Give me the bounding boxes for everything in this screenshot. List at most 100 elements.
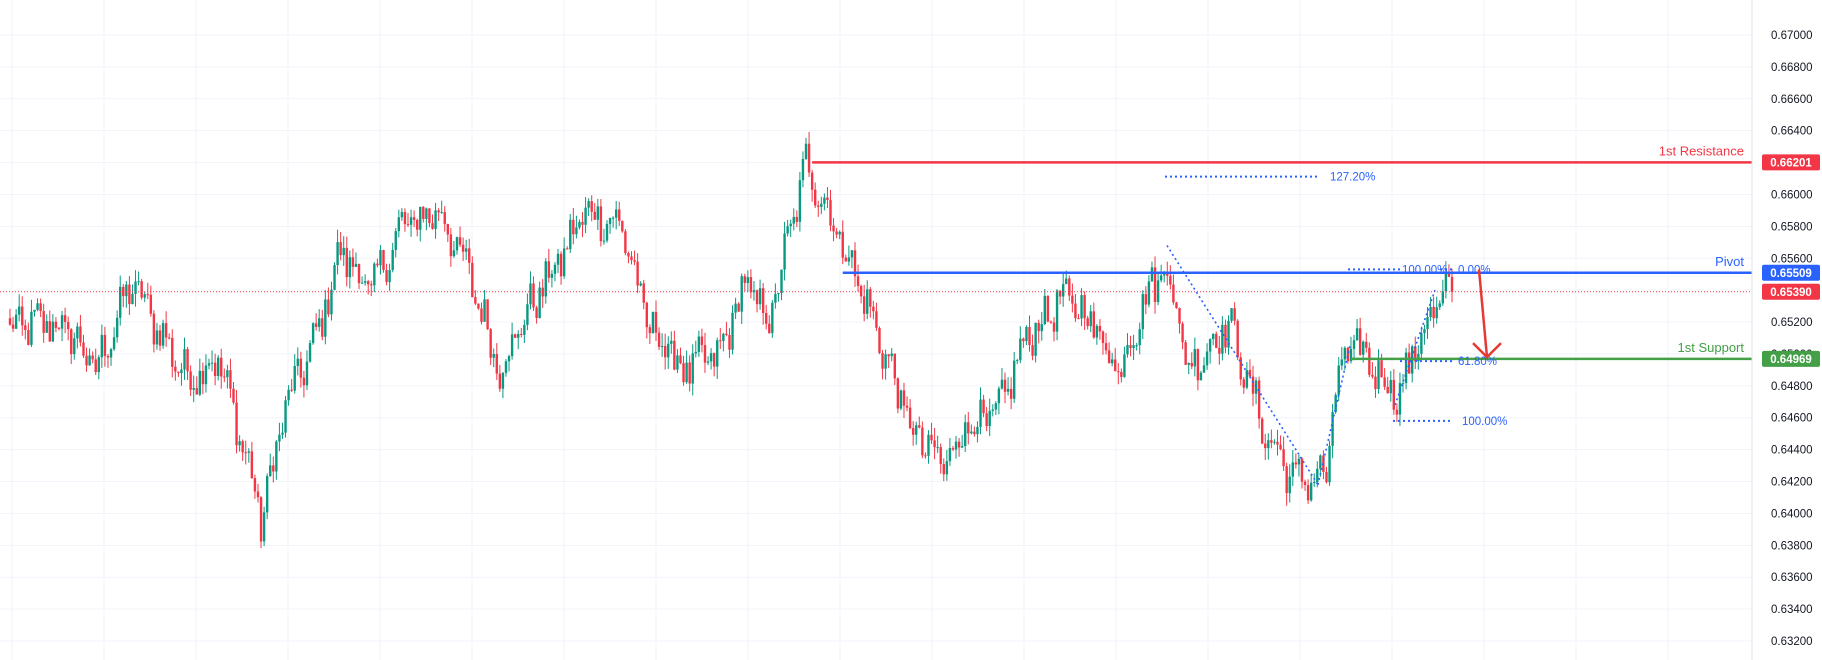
candle-body <box>572 219 575 235</box>
y-tick-label: 0.63800 <box>1771 540 1813 552</box>
candle-body <box>1144 294 1148 305</box>
fib-trend-line <box>1394 289 1436 406</box>
candle-body <box>109 349 113 358</box>
candle-body <box>532 283 535 308</box>
candle-body <box>1248 370 1252 377</box>
candle-body <box>976 426 979 435</box>
candle-body <box>143 294 146 298</box>
candle-body <box>327 299 330 315</box>
candle-body <box>1417 353 1420 362</box>
candle-body <box>348 257 352 278</box>
candle-body <box>1166 273 1169 276</box>
candle-body <box>1074 303 1077 319</box>
candle-body <box>1377 360 1380 390</box>
candle-body <box>1401 383 1405 385</box>
candle-body <box>789 223 792 227</box>
y-tick-label: 0.66000 <box>1771 189 1813 201</box>
candle-body <box>428 208 431 224</box>
candle-body <box>587 201 590 208</box>
candle-body <box>66 321 70 330</box>
candle-body <box>1328 445 1331 483</box>
candle-body <box>731 312 734 350</box>
candle-body <box>201 370 205 385</box>
candle-body <box>198 370 202 395</box>
candle-body <box>948 448 952 462</box>
candle-body <box>45 321 48 333</box>
candle-body <box>1273 441 1276 443</box>
candle-body <box>636 261 639 286</box>
candle-body <box>1114 359 1117 372</box>
candle-body <box>336 242 339 266</box>
candle-body <box>899 390 903 409</box>
candle-body <box>1169 275 1172 285</box>
candle-body <box>1077 318 1080 320</box>
candle-body <box>1380 360 1383 378</box>
candle-body <box>137 281 140 283</box>
candle-body <box>1175 302 1178 309</box>
candle-body <box>562 248 566 277</box>
candle-body <box>256 491 260 498</box>
candle-body <box>373 263 376 286</box>
candle-body <box>115 317 119 338</box>
candle-body <box>844 257 848 262</box>
candle-body <box>1407 352 1411 374</box>
candle-body <box>1303 481 1307 486</box>
candle-body <box>1199 372 1203 381</box>
candle-body <box>452 250 456 257</box>
candle-body <box>1239 357 1242 380</box>
candle-body <box>1000 379 1004 389</box>
candle-body <box>765 313 768 324</box>
candle-body <box>149 294 153 314</box>
candle-body <box>1441 291 1445 304</box>
candle-body <box>103 334 107 356</box>
candle-body <box>207 363 211 366</box>
candle-body <box>504 361 508 373</box>
candle-body <box>544 261 547 297</box>
candle-body <box>471 262 474 298</box>
candle-body <box>581 221 584 225</box>
price-tag-label: 0.65509 <box>1770 268 1812 280</box>
candle-body <box>1420 333 1423 354</box>
candle-body <box>345 247 348 278</box>
candle-body <box>994 403 998 410</box>
candle-body <box>272 465 275 472</box>
candle-body <box>1132 345 1135 349</box>
candle-body <box>893 353 896 379</box>
candle-body <box>1147 281 1151 305</box>
candle-body <box>875 311 878 328</box>
price-tag <box>1762 350 1820 367</box>
candle-body <box>924 455 927 457</box>
candle-body <box>269 465 272 477</box>
candle-body <box>36 303 39 310</box>
candle-body <box>1260 418 1264 444</box>
candle-body <box>128 284 131 305</box>
y-tick-label: 0.66600 <box>1771 94 1813 106</box>
candle-body <box>578 221 581 228</box>
candle-body <box>630 256 633 261</box>
candle-body <box>437 210 440 213</box>
y-tick-label: 0.63600 <box>1771 572 1813 584</box>
price-axis[interactable]: 0.670000.668000.666000.664000.662000.660… <box>1751 0 1813 660</box>
candle-body <box>691 353 694 384</box>
candle-body <box>1043 295 1047 325</box>
candle-body <box>119 286 122 318</box>
candle-body <box>869 289 872 307</box>
candle-body <box>220 357 223 377</box>
candle-body <box>725 333 728 335</box>
candle-body <box>602 240 606 242</box>
candle-body <box>1309 482 1313 501</box>
candle-body <box>774 293 777 303</box>
candle-body <box>832 225 835 232</box>
candle-body <box>299 358 303 378</box>
candle-body <box>57 327 61 329</box>
candle-body <box>1306 485 1310 501</box>
candle-body <box>970 431 973 434</box>
candle-body <box>645 302 649 328</box>
candle-body <box>468 248 471 263</box>
candle-body <box>455 237 459 251</box>
candle-body <box>1288 476 1291 494</box>
candle-body <box>593 211 596 220</box>
candle-body <box>1065 278 1068 285</box>
candle-body <box>477 303 480 309</box>
